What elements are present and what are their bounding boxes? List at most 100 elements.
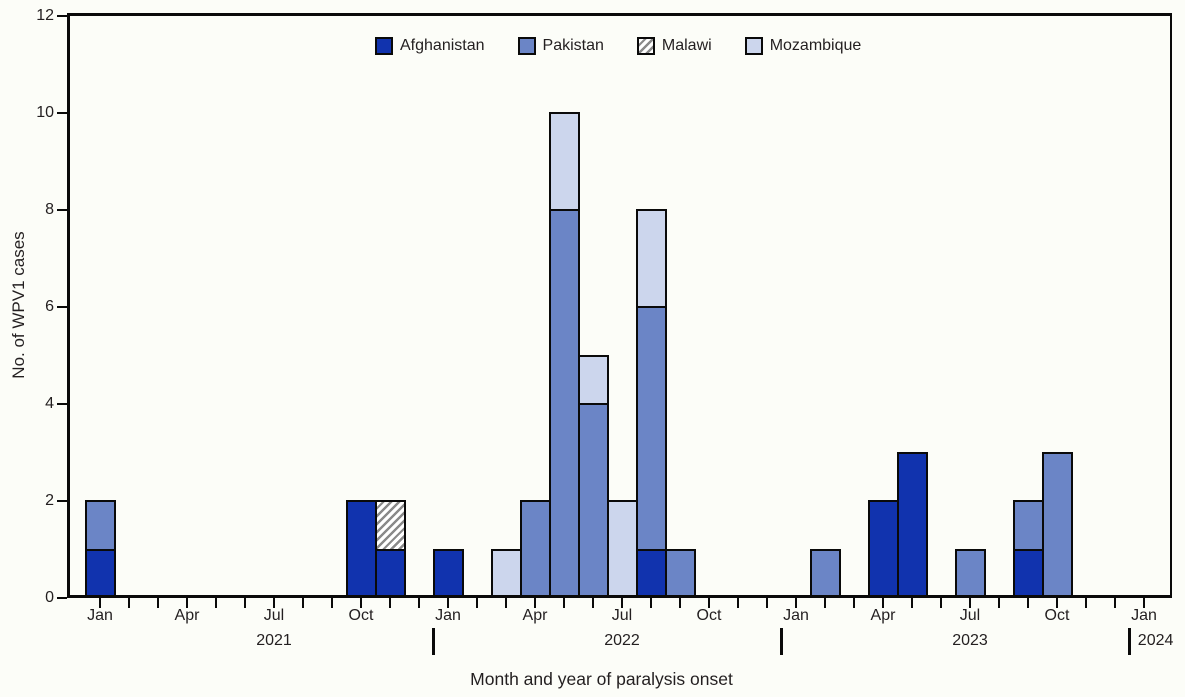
x-month-label: Oct	[696, 607, 722, 624]
legend-item-mozambique: Mozambique	[744, 37, 862, 55]
bar-segment-afghanistan-aug-2022	[635, 548, 667, 597]
legend: Afghanistan Pakistan Malawi Mozambique	[375, 36, 861, 56]
bar-segment-mozambique-mar-2022	[490, 548, 522, 597]
bar-segment-pakistan-aug-2022	[635, 306, 667, 551]
x-axis-tick	[881, 598, 885, 608]
year-label: 2024	[1137, 632, 1174, 649]
x-month-label: Apr	[870, 607, 896, 624]
bar-segment-pakistan-jun-2022	[577, 403, 609, 597]
x-month-label: Jul	[611, 607, 633, 624]
y-axis-tick	[57, 111, 67, 115]
bar-segment-pakistan-apr-2022	[519, 500, 551, 597]
y-axis-tick-label: 6	[45, 298, 54, 315]
x-axis-tick	[678, 598, 682, 608]
x-month-label: Jan	[435, 607, 461, 624]
y-axis-tick	[57, 305, 67, 309]
x-month-label: Jan	[87, 607, 113, 624]
y-axis-tick	[57, 14, 67, 18]
x-axis-tick	[823, 598, 827, 608]
legend-item-afghanistan: Afghanistan	[375, 37, 485, 55]
bar-segment-pakistan-may-2022	[548, 209, 580, 597]
x-axis-tick	[794, 598, 798, 608]
x-axis-tick	[1142, 598, 1146, 608]
bar-segment-mozambique-jun-2022	[577, 354, 609, 405]
x-axis-tick	[968, 598, 972, 608]
x-axis-tick	[852, 598, 856, 608]
x-month-label: Apr	[174, 607, 200, 624]
x-axis-tick	[1026, 598, 1030, 608]
x-axis-tick	[330, 598, 334, 608]
x-axis-tick	[591, 598, 595, 608]
x-month-label: Jan	[783, 607, 809, 624]
bar-segment-afghanistan-nov-2021	[374, 548, 406, 597]
y-axis-tick-label: 0	[45, 589, 54, 606]
y-axis-tick	[57, 596, 67, 600]
x-month-label: Oct	[1044, 607, 1070, 624]
y-axis-tick-label: 2	[45, 492, 54, 509]
x-axis-tick	[765, 598, 769, 608]
x-axis-tick	[504, 598, 508, 608]
x-axis-tick	[1055, 598, 1059, 608]
x-month-label: Jul	[263, 607, 285, 624]
bar-segment-pakistan-feb-2023	[809, 548, 841, 597]
x-axis-tick	[620, 598, 624, 608]
bar-segment-afghanistan-oct-2021	[345, 500, 377, 597]
year-divider-line	[1128, 628, 1131, 655]
bar-segment-pakistan-sep-2023	[1012, 500, 1044, 551]
x-month-label: Jul	[959, 607, 981, 624]
year-divider-line	[780, 628, 783, 655]
legend-swatch-icon-afghanistan	[375, 37, 393, 55]
x-axis-tick	[359, 598, 363, 608]
year-label: 2023	[952, 632, 988, 649]
legend-swatch-icon-mozambique	[744, 37, 763, 55]
x-axis-tick	[1113, 598, 1117, 608]
y-axis-tick-label: 12	[36, 7, 54, 24]
bar-segment-pakistan-oct-2023	[1041, 451, 1073, 597]
y-axis-tick	[57, 402, 67, 406]
bar-segment-mozambique-aug-2022	[635, 209, 667, 308]
x-axis-tick	[939, 598, 943, 608]
x-axis-tick	[736, 598, 740, 608]
x-axis-tick	[243, 598, 247, 608]
bar-segment-pakistan-jan-2021	[84, 500, 116, 551]
x-axis-tick	[707, 598, 711, 608]
x-axis-tick	[475, 598, 479, 608]
y-axis-tick	[57, 499, 67, 503]
x-axis-tick	[562, 598, 566, 608]
x-axis-tick	[301, 598, 305, 608]
legend-item-pakistan: Pakistan	[517, 37, 604, 55]
x-axis-tick	[997, 598, 1001, 608]
y-axis-tick-label: 8	[45, 201, 54, 218]
bar-segment-pakistan-sep-2022	[664, 548, 696, 597]
year-label: 2021	[256, 632, 292, 649]
y-axis-tick-label: 10	[36, 104, 54, 121]
x-axis-tick	[388, 598, 392, 608]
bar-segment-afghanistan-jan-2021	[84, 548, 116, 597]
y-axis-tick-label: 4	[45, 395, 54, 412]
x-month-label: Oct	[348, 607, 374, 624]
x-axis-tick	[98, 598, 102, 608]
legend-label-mozambique: Mozambique	[769, 37, 862, 54]
year-label: 2022	[604, 632, 640, 649]
bar-segment-malawi-nov-2021	[374, 500, 406, 551]
x-axis-tick	[185, 598, 189, 608]
bar-segment-afghanistan-apr-2023	[867, 500, 899, 597]
x-axis-tick	[910, 598, 914, 608]
legend-label-malawi: Malawi	[661, 37, 712, 54]
x-axis-tick	[1084, 598, 1088, 608]
legend-item-malawi: Malawi	[636, 37, 712, 55]
y-axis-tick	[57, 208, 67, 212]
x-axis-tick	[533, 598, 537, 608]
bar-segment-afghanistan-may-2023	[896, 451, 928, 597]
x-axis-tick	[446, 598, 450, 608]
x-month-label: Jan	[1131, 607, 1157, 624]
bar-segment-pakistan-jul-2023	[954, 548, 986, 597]
x-axis-tick	[127, 598, 131, 608]
legend-swatch-icon-pakistan	[517, 37, 536, 55]
x-axis-tick	[417, 598, 421, 608]
bar-segment-afghanistan-sep-2023	[1012, 548, 1044, 597]
x-axis-tick	[649, 598, 653, 608]
bar-segment-mozambique-jul-2022	[606, 500, 638, 597]
legend-label-afghanistan: Afghanistan	[400, 37, 485, 54]
